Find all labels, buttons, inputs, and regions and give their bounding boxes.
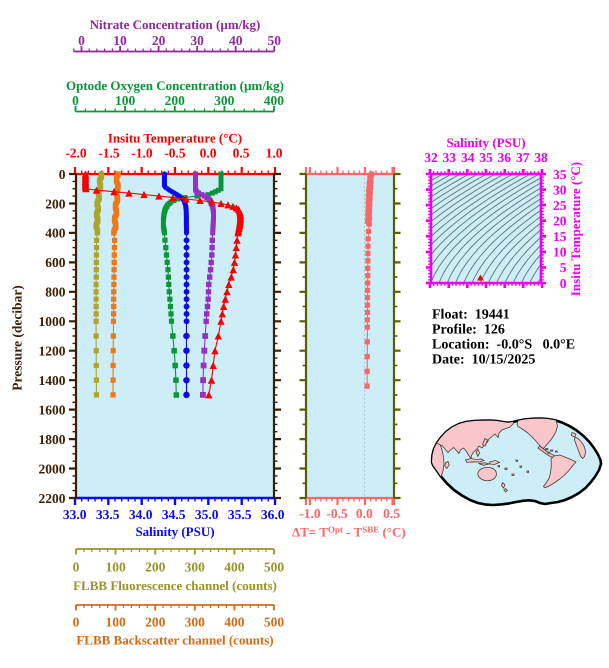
svg-text:35: 35 — [479, 150, 493, 165]
svg-text:600: 600 — [45, 255, 66, 270]
svg-text:Float: 19441: Float: 19441 — [432, 307, 510, 322]
svg-text:400: 400 — [224, 559, 245, 574]
svg-text:ΔT= TOpt - TSBE (°C): ΔT= TOpt - TSBE (°C) — [292, 524, 406, 539]
svg-text:-1.0: -1.0 — [299, 506, 321, 521]
svg-text:-1.0: -1.0 — [131, 145, 153, 160]
svg-text:2200: 2200 — [39, 491, 66, 506]
svg-text:34.5: 34.5 — [162, 507, 186, 522]
svg-text:32: 32 — [424, 150, 438, 165]
svg-text:25: 25 — [553, 198, 567, 213]
svg-text:Insitu Temperature (°C): Insitu Temperature (°C) — [568, 162, 583, 296]
svg-text:Location: -0.0°S 0.0°E: Location: -0.0°S 0.0°E — [432, 338, 575, 353]
svg-text:0: 0 — [73, 559, 80, 574]
svg-text:50: 50 — [267, 33, 281, 48]
svg-text:0.0: 0.0 — [200, 145, 217, 160]
svg-text:10: 10 — [553, 245, 567, 260]
svg-text:200: 200 — [145, 559, 166, 574]
svg-text:20: 20 — [152, 33, 166, 48]
svg-text:200: 200 — [145, 615, 166, 630]
svg-text:0: 0 — [78, 33, 85, 48]
svg-text:33.5: 33.5 — [96, 507, 120, 522]
svg-text:100: 100 — [115, 93, 136, 108]
svg-text:-0.5: -0.5 — [326, 506, 348, 521]
svg-text:34: 34 — [461, 150, 475, 165]
svg-text:500: 500 — [264, 559, 285, 574]
svg-text:33: 33 — [443, 150, 457, 165]
svg-text:500: 500 — [264, 615, 285, 630]
svg-text:0: 0 — [73, 615, 80, 630]
svg-text:36: 36 — [498, 150, 512, 165]
svg-text:400: 400 — [264, 93, 285, 108]
svg-text:200: 200 — [165, 93, 186, 108]
svg-text:100: 100 — [105, 615, 126, 630]
svg-text:35.0: 35.0 — [195, 507, 219, 522]
svg-text:FLBB Backscatter channel (coun: FLBB Backscatter channel (counts) — [76, 633, 273, 648]
svg-text:1.0: 1.0 — [266, 145, 283, 160]
svg-text:35.5: 35.5 — [228, 507, 252, 522]
svg-text:33.0: 33.0 — [63, 507, 87, 522]
svg-text:-1.5: -1.5 — [98, 145, 120, 160]
svg-text:38: 38 — [534, 150, 548, 165]
svg-text:Insitu Temperature (°C): Insitu Temperature (°C) — [108, 130, 242, 145]
svg-text:200: 200 — [45, 196, 66, 211]
svg-text:100: 100 — [105, 559, 126, 574]
svg-text:Optode Oxygen Concentration (µ: Optode Oxygen Concentration (µm/kg) — [66, 78, 284, 93]
svg-text:0: 0 — [72, 93, 79, 108]
svg-text:300: 300 — [185, 615, 206, 630]
svg-text:40: 40 — [229, 33, 243, 48]
svg-text:400: 400 — [224, 615, 245, 630]
svg-text:36.0: 36.0 — [261, 507, 285, 522]
svg-text:34.0: 34.0 — [129, 507, 153, 522]
svg-text:20: 20 — [553, 214, 567, 229]
svg-text:300: 300 — [185, 559, 206, 574]
svg-text:800: 800 — [45, 285, 66, 300]
svg-text:30: 30 — [190, 33, 204, 48]
svg-text:1800: 1800 — [39, 432, 66, 447]
svg-text:FLBB Fluorescence channel (cou: FLBB Fluorescence channel (counts) — [73, 578, 277, 593]
svg-text:Pressure (decibar): Pressure (decibar) — [10, 285, 25, 391]
svg-text:1400: 1400 — [39, 373, 66, 388]
svg-text:35: 35 — [553, 167, 567, 182]
svg-text:Salinity (PSU): Salinity (PSU) — [135, 524, 214, 539]
svg-text:0: 0 — [560, 276, 567, 291]
svg-text:0.5: 0.5 — [383, 506, 400, 521]
svg-text:-0.5: -0.5 — [164, 145, 186, 160]
svg-text:1200: 1200 — [39, 344, 66, 359]
svg-text:400: 400 — [45, 226, 66, 241]
svg-text:0.5: 0.5 — [233, 145, 250, 160]
svg-text:Profile: 126: Profile: 126 — [432, 323, 505, 338]
svg-text:15: 15 — [553, 229, 567, 244]
svg-text:10: 10 — [113, 33, 127, 48]
svg-text:0.0: 0.0 — [356, 506, 373, 521]
svg-text:Date: 10/15/2025: Date: 10/15/2025 — [432, 352, 535, 367]
svg-text:300: 300 — [214, 93, 235, 108]
svg-text:30: 30 — [553, 182, 567, 197]
svg-text:5: 5 — [560, 260, 567, 275]
svg-text:Nitrate Concentration (µm/kg): Nitrate Concentration (µm/kg) — [90, 17, 261, 32]
svg-text:-2.0: -2.0 — [65, 145, 87, 160]
svg-text:1000: 1000 — [39, 314, 66, 329]
svg-text:37: 37 — [516, 150, 530, 165]
svg-text:0: 0 — [59, 167, 66, 182]
svg-text:2000: 2000 — [39, 461, 66, 476]
svg-text:Salinity (PSU): Salinity (PSU) — [446, 135, 525, 150]
svg-text:1600: 1600 — [39, 402, 66, 417]
